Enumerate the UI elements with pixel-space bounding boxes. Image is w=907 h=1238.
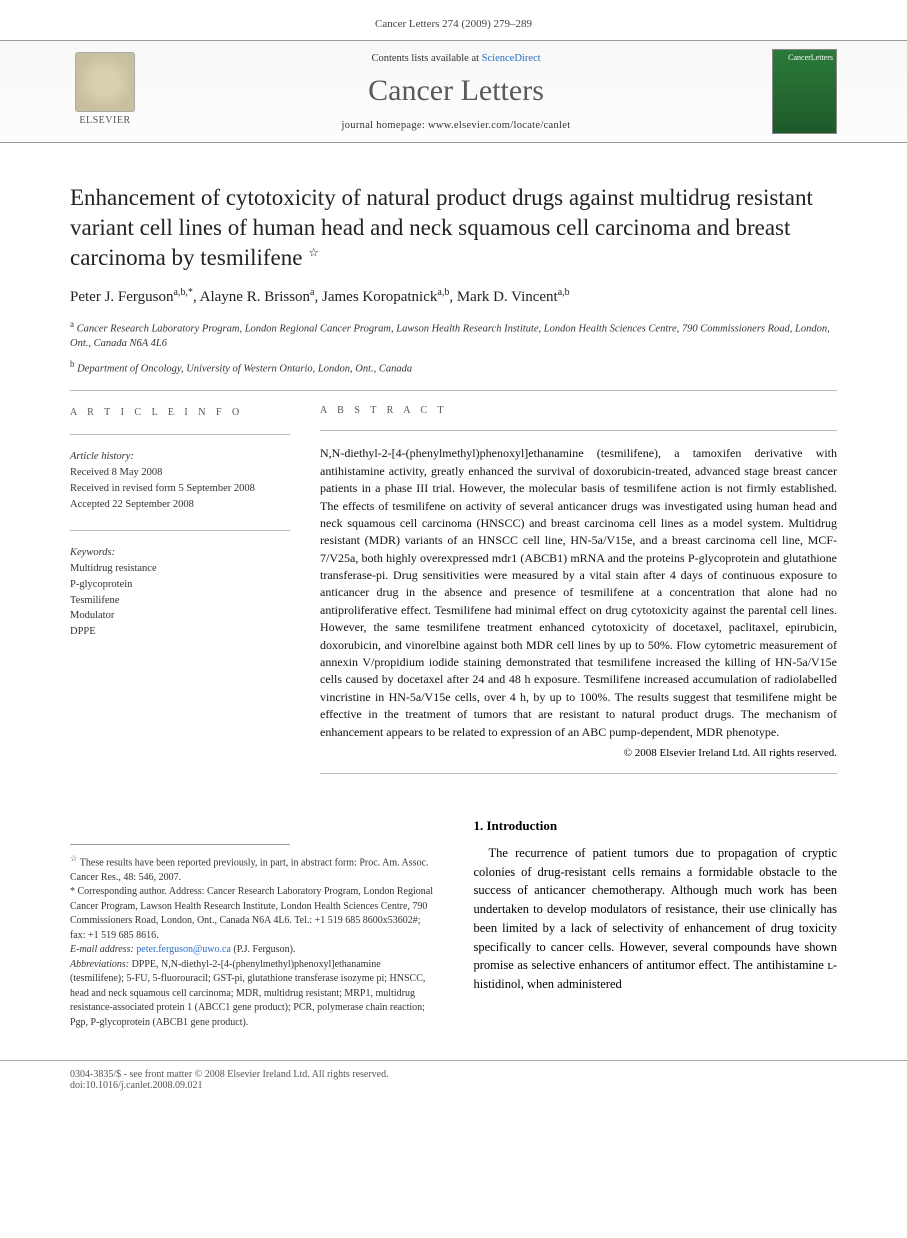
author-1-name: Alayne R. Brisson bbox=[200, 289, 310, 305]
email-link[interactable]: peter.ferguson@uwo.ca bbox=[136, 944, 231, 955]
contents-available-line: Contents lists available at ScienceDirec… bbox=[158, 53, 754, 64]
journal-cover-thumbnail: CancerLetters bbox=[772, 49, 837, 134]
history-label: Article history: bbox=[70, 449, 290, 465]
author-1-marks: a bbox=[310, 287, 314, 298]
author-3-marks: a,b bbox=[558, 287, 570, 298]
contents-text: Contents lists available at bbox=[371, 53, 479, 64]
elsevier-tree-icon bbox=[75, 52, 135, 112]
email-label: E-mail address: bbox=[70, 944, 134, 955]
email-suffix: (P.J. Ferguson). bbox=[233, 944, 295, 955]
abstract-body: N,N-diethyl-2-[4-(phenylmethyl)phenoxyl]… bbox=[320, 445, 837, 741]
author-1: Alayne R. Brissona bbox=[200, 289, 315, 305]
abstract-heading: A B S T R A C T bbox=[320, 405, 837, 416]
elsevier-wordmark: ELSEVIER bbox=[79, 115, 130, 126]
running-head: Cancer Letters 274 (2009) 279–289 bbox=[0, 0, 907, 40]
footnotes-column: ☆ These results have been reported previ… bbox=[70, 818, 434, 1030]
footnote-separator bbox=[70, 844, 290, 845]
author-2-marks: a,b bbox=[437, 287, 449, 298]
masthead-left: ELSEVIER bbox=[70, 52, 140, 132]
keywords-label: Keywords: bbox=[70, 545, 290, 561]
keyword-4: DPPE bbox=[70, 624, 290, 640]
keyword-1: P-glycoprotein bbox=[70, 577, 290, 593]
footnote-email: E-mail address: peter.ferguson@uwo.ca (P… bbox=[70, 943, 434, 958]
affiliation-b: b Department of Oncology, University of … bbox=[70, 358, 837, 377]
elsevier-logo: ELSEVIER bbox=[70, 52, 140, 132]
footnote-star: ☆ These results have been reported previ… bbox=[70, 853, 434, 885]
homepage-label: journal homepage: bbox=[342, 120, 426, 131]
journal-masthead: ELSEVIER Contents lists available at Sci… bbox=[0, 40, 907, 143]
bottom-two-column: ☆ These results have been reported previ… bbox=[0, 818, 907, 1060]
history-line-1: Received in revised form 5 September 200… bbox=[70, 481, 290, 497]
info-abstract-row: A R T I C L E I N F O Article history: R… bbox=[70, 405, 837, 788]
history-line-2: Accepted 22 September 2008 bbox=[70, 497, 290, 513]
corresponding-label: * Corresponding author. bbox=[70, 886, 167, 897]
introduction-column: 1. Introduction The recurrence of patien… bbox=[474, 818, 838, 1030]
article-info-heading: A R T I C L E I N F O bbox=[70, 405, 290, 420]
footnote-abbreviations: Abbreviations: DPPE, N,N-diethyl-2-[4-(p… bbox=[70, 958, 434, 1031]
divider bbox=[70, 530, 290, 531]
keyword-3: Modulator bbox=[70, 608, 290, 624]
affiliation-a: a Cancer Research Laboratory Program, Lo… bbox=[70, 318, 837, 352]
journal-homepage-line: journal homepage: www.elsevier.com/locat… bbox=[158, 120, 754, 131]
author-3: Mark D. Vincenta,b bbox=[457, 289, 570, 305]
journal-title: Cancer Letters bbox=[158, 74, 754, 108]
author-2-name: James Koropatnick bbox=[322, 289, 437, 305]
keyword-0: Multidrug resistance bbox=[70, 561, 290, 577]
article-title-text: Enhancement of cytotoxicity of natural p… bbox=[70, 185, 813, 270]
affiliation-a-text: Cancer Research Laboratory Program, Lond… bbox=[70, 323, 830, 349]
keyword-2: Tesmilifene bbox=[70, 593, 290, 609]
abbrev-label: Abbreviations: bbox=[70, 959, 129, 970]
author-0: Peter J. Fergusona,b,* bbox=[70, 289, 193, 305]
divider bbox=[320, 430, 837, 431]
footnote-corresponding: * Corresponding author. Address: Cancer … bbox=[70, 885, 434, 943]
masthead-center: Contents lists available at ScienceDirec… bbox=[158, 53, 754, 131]
author-2: James Koropatnicka,b bbox=[322, 289, 449, 305]
abstract-column: A B S T R A C T N,N-diethyl-2-[4-(phenyl… bbox=[320, 405, 837, 788]
keywords-block: Keywords: Multidrug resistance P-glycopr… bbox=[70, 545, 290, 640]
divider bbox=[320, 773, 837, 774]
divider bbox=[70, 390, 837, 391]
affiliation-a-mark: a bbox=[70, 319, 74, 329]
sciencedirect-link[interactable]: ScienceDirect bbox=[482, 53, 541, 64]
introduction-body: The recurrence of patient tumors due to … bbox=[474, 844, 838, 994]
introduction-heading: 1. Introduction bbox=[474, 818, 838, 834]
affiliation-b-mark: b bbox=[70, 359, 75, 369]
abstract-copyright: © 2008 Elsevier Ireland Ltd. All rights … bbox=[320, 747, 837, 759]
article-info-column: A R T I C L E I N F O Article history: R… bbox=[70, 405, 290, 788]
history-line-0: Received 8 May 2008 bbox=[70, 465, 290, 481]
star-icon: ☆ bbox=[70, 854, 77, 863]
footnote-star-text: These results have been reported previou… bbox=[70, 857, 429, 883]
page-footer: 0304-3835/$ - see front matter © 2008 El… bbox=[0, 1060, 907, 1111]
author-3-name: Mark D. Vincent bbox=[457, 289, 558, 305]
footer-front-matter: 0304-3835/$ - see front matter © 2008 El… bbox=[70, 1069, 837, 1080]
affiliation-b-text: Department of Oncology, University of We… bbox=[77, 363, 412, 374]
author-0-marks: a,b,* bbox=[173, 287, 192, 298]
title-footnote-star-icon: ☆ bbox=[308, 245, 319, 259]
author-0-name: Peter J. Ferguson bbox=[70, 289, 173, 305]
homepage-url[interactable]: www.elsevier.com/locate/canlet bbox=[428, 120, 570, 131]
footer-doi: doi:10.1016/j.canlet.2008.09.021 bbox=[70, 1080, 837, 1091]
article-history-block: Article history: Received 8 May 2008 Rec… bbox=[70, 449, 290, 512]
article-title: Enhancement of cytotoxicity of natural p… bbox=[70, 183, 837, 273]
author-list: Peter J. Fergusona,b,*, Alayne R. Brisso… bbox=[70, 287, 837, 306]
article-front-matter: Enhancement of cytotoxicity of natural p… bbox=[0, 143, 907, 818]
divider bbox=[70, 434, 290, 435]
